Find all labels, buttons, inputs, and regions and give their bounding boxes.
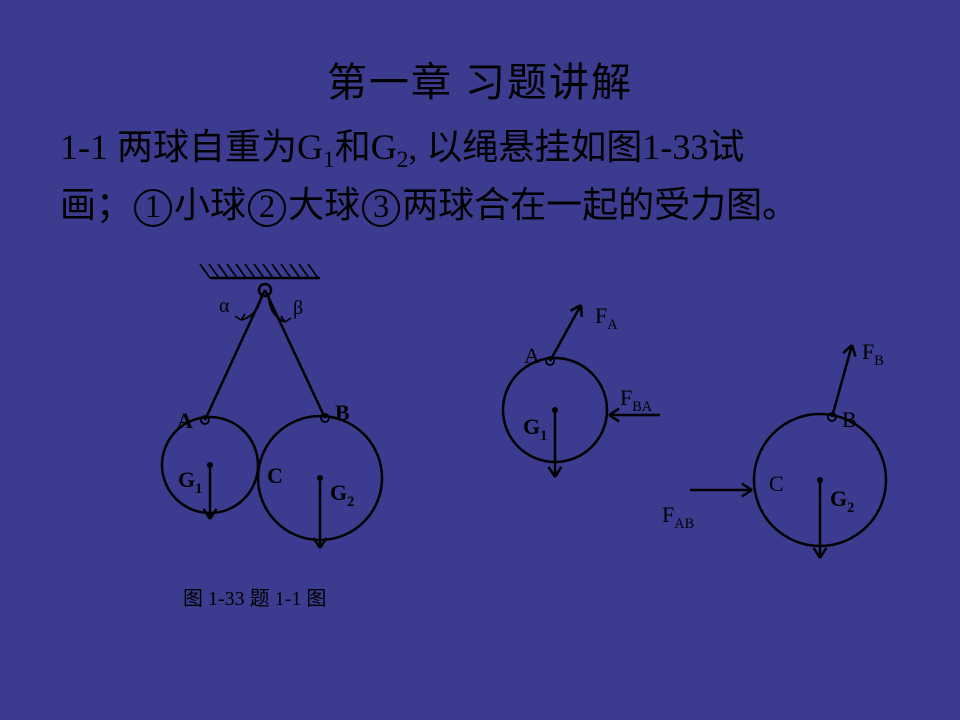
circled-3: 3: [362, 189, 400, 227]
t-mid2: , 以绳悬挂如图1-33试: [408, 127, 744, 167]
svg-text:C: C: [769, 471, 784, 496]
t-g1s: 1: [323, 147, 335, 173]
t-prefix: 1-1 两球自重为G: [60, 127, 323, 167]
svg-text:C: C: [267, 463, 283, 488]
svg-text:β: β: [293, 297, 303, 319]
circled-2: 2: [248, 189, 286, 227]
t-c3t: 两球合在一起的受力图。: [402, 185, 798, 225]
problem-text: 1-1 两球自重为G1和G2, 以绳悬挂如图1-33试 画；1小球2大球3两球合…: [60, 120, 920, 232]
figure-caption: 图 1-33 题 1-1 图: [183, 588, 326, 610]
svg-text:A: A: [177, 408, 193, 433]
t-l2p: 画；: [60, 185, 132, 225]
svg-text:A: A: [524, 343, 540, 368]
t-c2t: 大球: [288, 185, 360, 225]
svg-text:G2: G2: [830, 486, 854, 516]
t-c1t: 小球: [174, 185, 246, 225]
svg-text:FA: FA: [595, 303, 618, 333]
t-mid1: 和G: [335, 127, 397, 167]
figure-big-ball-fbd: B FB FAB C G2: [640, 330, 940, 590]
svg-text:FAB: FAB: [662, 502, 694, 532]
svg-text:B: B: [842, 407, 857, 432]
figure-1-33: α β A B C G1 G2 图 1-33 题 1-1 图: [115, 260, 415, 630]
svg-text:FB: FB: [862, 339, 884, 369]
svg-text:B: B: [335, 400, 350, 425]
slide-title: 第一章 习题讲解: [0, 50, 960, 108]
circled-1: 1: [134, 189, 172, 227]
svg-text:G2: G2: [330, 480, 354, 510]
svg-text:G1: G1: [178, 467, 202, 497]
svg-text:α: α: [219, 295, 230, 317]
svg-text:G1: G1: [523, 414, 547, 444]
t-g2s: 2: [397, 147, 409, 173]
